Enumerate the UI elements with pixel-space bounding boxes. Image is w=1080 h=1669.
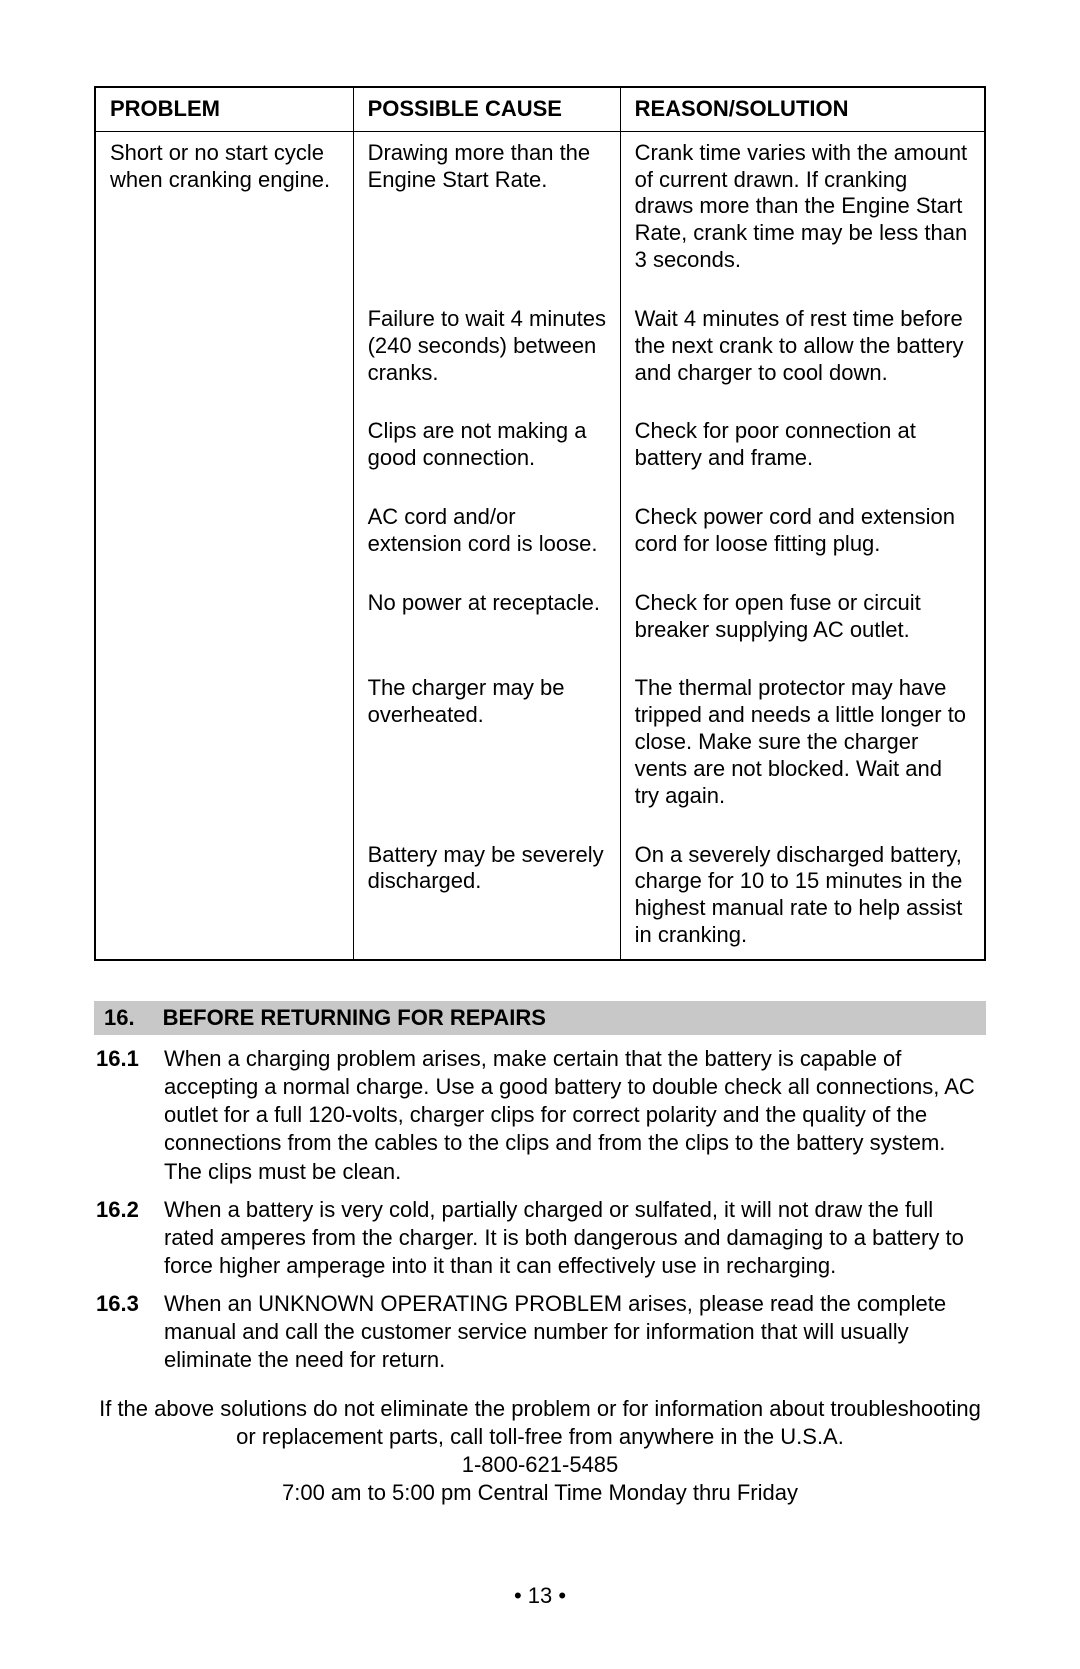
item-text: When an UNKNOWN OPERATING PROBLEM arises… <box>164 1290 986 1374</box>
item-number: 16.2 <box>96 1196 146 1280</box>
item-number: 16.3 <box>96 1290 146 1374</box>
problem-cell: Short or no start cycle when cranking en… <box>95 131 353 960</box>
footer-line: If the above solutions do not eliminate … <box>94 1395 986 1451</box>
reason-cell: Check power cord and extension cord for … <box>620 496 985 582</box>
cause-cell: Drawing more than the Engine Start Rate. <box>353 131 620 298</box>
list-item: 16.1 When a charging problem arises, mak… <box>94 1045 986 1186</box>
cause-cell: Failure to wait 4 minutes (240 seconds) … <box>353 298 620 410</box>
list-item: 16.3 When an UNKNOWN OPERATING PROBLEM a… <box>94 1290 986 1374</box>
table-row: Short or no start cycle when cranking en… <box>95 131 985 298</box>
header-problem: PROBLEM <box>95 87 353 131</box>
reason-cell: Wait 4 minutes of rest time before the n… <box>620 298 985 410</box>
cause-cell: The charger may be overheated. <box>353 667 620 833</box>
item-number: 16.1 <box>96 1045 146 1186</box>
reason-cell: Crank time varies with the amount of cur… <box>620 131 985 298</box>
troubleshoot-table: PROBLEM POSSIBLE CAUSE REASON/SOLUTION S… <box>94 86 986 961</box>
list-item: 16.2 When a battery is very cold, partia… <box>94 1196 986 1280</box>
page: PROBLEM POSSIBLE CAUSE REASON/SOLUTION S… <box>0 0 1080 1669</box>
reason-cell: Check for poor connection at battery and… <box>620 410 985 496</box>
cause-cell: No power at receptacle. <box>353 582 620 668</box>
item-text: When a charging problem arises, make cer… <box>164 1045 986 1186</box>
footer-phone: 1-800-621-5485 <box>94 1451 986 1479</box>
page-number: • 13 • <box>0 1583 1080 1609</box>
footer-hours: 7:00 am to 5:00 pm Central Time Monday t… <box>94 1479 986 1507</box>
table-header-row: PROBLEM POSSIBLE CAUSE REASON/SOLUTION <box>95 87 985 131</box>
reason-cell: The thermal protector may have tripped a… <box>620 667 985 833</box>
numbered-list: 16.1 When a charging problem arises, mak… <box>94 1045 986 1375</box>
reason-cell: On a severely discharged battery, charge… <box>620 834 985 960</box>
reason-cell: Check for open fuse or circuit breaker s… <box>620 582 985 668</box>
section-heading: 16. BEFORE RETURNING FOR REPAIRS <box>94 1001 986 1035</box>
cause-cell: Battery may be severely discharged. <box>353 834 620 960</box>
header-reason: REASON/SOLUTION <box>620 87 985 131</box>
section-number: 16. <box>104 1005 135 1031</box>
cause-cell: Clips are not making a good connection. <box>353 410 620 496</box>
item-text: When a battery is very cold, partially c… <box>164 1196 986 1280</box>
cause-cell: AC cord and/or extension cord is loose. <box>353 496 620 582</box>
section-title: BEFORE RETURNING FOR REPAIRS <box>163 1005 546 1031</box>
header-cause: POSSIBLE CAUSE <box>353 87 620 131</box>
footer-block: If the above solutions do not eliminate … <box>94 1395 986 1508</box>
